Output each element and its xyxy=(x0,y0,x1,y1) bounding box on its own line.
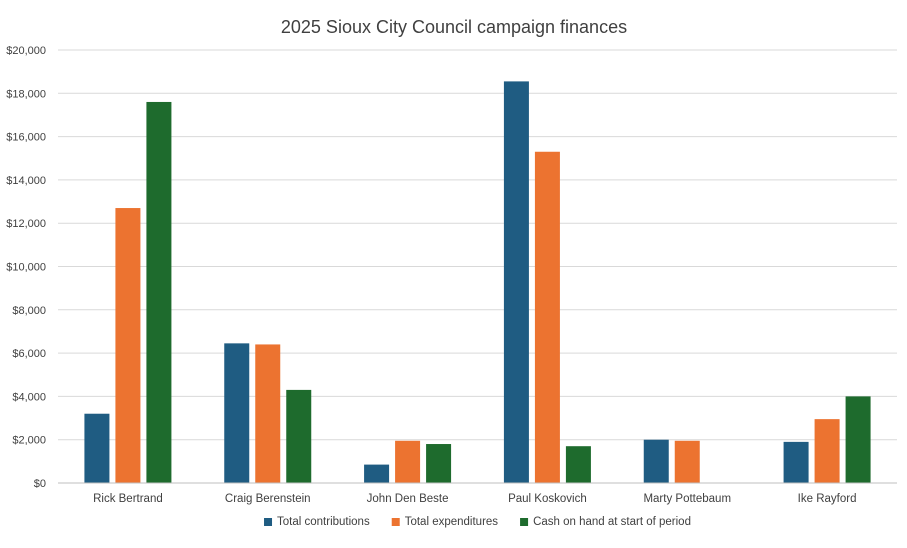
bar-cash-on-hand-at-start-of-period-ike-rayford xyxy=(845,396,871,483)
bar-cash-on-hand-at-start-of-period-rick-bertrand xyxy=(146,101,172,484)
legend-item: Cash on hand at start of period xyxy=(520,516,691,528)
bar-total-expenditures-ike-rayford xyxy=(814,419,840,483)
legend-label: Total expenditures xyxy=(405,516,499,528)
y-tick-label: $18,000 xyxy=(6,88,46,100)
bar-cash-on-hand-at-start-of-period-paul-koskovich xyxy=(565,446,591,483)
y-tick-label: $12,000 xyxy=(6,218,46,230)
y-tick-label: $8,000 xyxy=(12,305,46,317)
bar-cash-on-hand-at-start-of-period-craig-berenstein xyxy=(286,389,312,483)
bar-total-expenditures-paul-koskovich xyxy=(534,151,560,483)
bar-total-expenditures-craig-berenstein xyxy=(255,344,281,483)
y-tick-label: $2,000 xyxy=(12,435,46,447)
legend-item: Total contributions xyxy=(264,516,370,528)
x-category-label: Craig Berenstein xyxy=(225,493,311,505)
x-category-label: Marty Pottebaum xyxy=(643,493,731,505)
y-tick-label: $14,000 xyxy=(6,175,46,187)
bars xyxy=(84,81,871,484)
bar-cash-on-hand-at-start-of-period-john-den-beste xyxy=(426,444,452,483)
legend-swatch xyxy=(391,518,400,526)
x-category-label: Rick Bertrand xyxy=(93,493,163,505)
y-tick-label: $16,000 xyxy=(6,132,46,144)
y-tick-label: $0 xyxy=(34,478,46,490)
bar-total-contributions-paul-koskovich xyxy=(503,81,529,483)
y-tick-label: $4,000 xyxy=(12,391,46,403)
legend-swatch xyxy=(264,518,273,526)
x-category-label: Paul Koskovich xyxy=(508,493,587,505)
bar-total-contributions-craig-berenstein xyxy=(224,343,250,483)
x-category-label: Ike Rayford xyxy=(798,493,857,505)
legend-label: Cash on hand at start of period xyxy=(533,516,691,528)
legend: Total contributions Total expenditures Cas… xyxy=(264,516,691,528)
x-axis-category-labels: Rick Bertrand Craig Berenstein John Den Be… xyxy=(93,493,856,505)
bar-total-contributions-john-den-beste xyxy=(364,464,390,483)
y-tick-label: $10,000 xyxy=(6,262,46,274)
chart-title: 2025 Sioux City Council campaign finance… xyxy=(281,17,627,37)
gridlines xyxy=(58,49,897,441)
x-category-label: John Den Beste xyxy=(367,493,449,505)
y-axis-tick-labels: $0 $2,000 $4,000 $6,000 $8,000 $10,000 $12,000… xyxy=(6,45,46,490)
bar-total-contributions-rick-bertrand xyxy=(84,413,110,483)
bar-total-contributions-ike-rayford xyxy=(783,441,809,483)
legend-label: Total contributions xyxy=(277,516,370,528)
bar-total-expenditures-john-den-beste xyxy=(395,440,421,483)
legend-swatch xyxy=(520,518,529,526)
bar-total-expenditures-marty-pottebaum xyxy=(674,440,700,483)
y-tick-label: $6,000 xyxy=(12,348,46,360)
y-tick-label: $20,000 xyxy=(6,45,46,57)
bar-total-contributions-marty-pottebaum xyxy=(643,439,669,483)
legend-item: Total expenditures xyxy=(391,516,499,528)
bar-total-expenditures-rick-bertrand xyxy=(115,208,141,484)
